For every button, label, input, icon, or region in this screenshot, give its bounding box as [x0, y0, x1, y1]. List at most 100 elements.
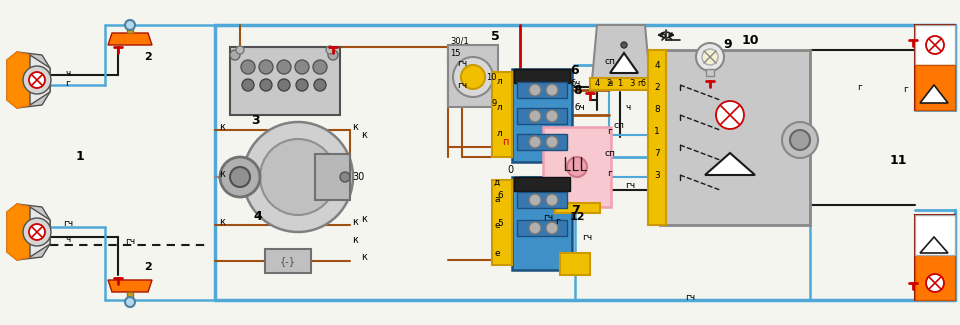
Bar: [514, 69, 570, 83]
Text: 4: 4: [654, 60, 660, 70]
Text: л: л: [497, 77, 503, 86]
Circle shape: [260, 79, 272, 91]
Circle shape: [220, 157, 260, 197]
Circle shape: [326, 46, 334, 54]
Circle shape: [125, 20, 135, 30]
Text: 0: 0: [507, 165, 513, 175]
Text: сп: сп: [614, 121, 625, 129]
Text: 9: 9: [492, 98, 497, 108]
Circle shape: [259, 60, 273, 74]
Text: 30/1: 30/1: [450, 36, 468, 46]
Text: 6: 6: [570, 63, 579, 76]
Circle shape: [241, 60, 255, 74]
Circle shape: [23, 66, 51, 94]
Text: 4: 4: [253, 211, 262, 224]
Bar: [127, 25, 133, 33]
Circle shape: [295, 60, 309, 74]
Circle shape: [621, 42, 627, 48]
Text: 2: 2: [144, 52, 152, 62]
Circle shape: [328, 50, 338, 60]
Text: {-}: {-}: [280, 256, 296, 266]
Circle shape: [29, 72, 45, 88]
Text: 3: 3: [251, 113, 259, 126]
Bar: [512, 177, 572, 270]
Text: 5: 5: [497, 218, 503, 227]
Circle shape: [23, 218, 51, 246]
Text: г: г: [903, 85, 908, 95]
Bar: [915, 25, 955, 65]
Circle shape: [529, 84, 541, 96]
Text: к: к: [352, 122, 358, 132]
Polygon shape: [108, 33, 152, 45]
Circle shape: [277, 60, 291, 74]
Text: ч: ч: [65, 69, 71, 77]
Text: 15: 15: [450, 48, 461, 58]
Circle shape: [529, 136, 541, 148]
Text: 11: 11: [890, 153, 907, 166]
Text: 2: 2: [654, 83, 660, 92]
Bar: [517, 134, 567, 150]
Polygon shape: [592, 25, 650, 80]
Text: е: е: [494, 220, 500, 229]
Circle shape: [790, 130, 810, 150]
Circle shape: [529, 110, 541, 122]
Text: 30: 30: [352, 172, 364, 182]
Text: 10: 10: [741, 33, 758, 46]
Bar: [517, 108, 567, 124]
Text: е: е: [494, 249, 500, 257]
Text: ч: ч: [625, 102, 631, 111]
Circle shape: [782, 122, 818, 158]
Circle shape: [546, 110, 558, 122]
Circle shape: [260, 139, 336, 215]
Text: 1: 1: [654, 126, 660, 136]
Bar: [560, 253, 590, 275]
Text: 9: 9: [724, 38, 732, 51]
Polygon shape: [7, 52, 50, 108]
Bar: [315, 154, 350, 200]
Circle shape: [546, 194, 558, 206]
Circle shape: [125, 297, 135, 307]
Text: 1: 1: [617, 80, 623, 88]
Text: 8: 8: [654, 105, 660, 113]
Text: 3: 3: [654, 171, 660, 179]
Bar: [555, 203, 600, 213]
Text: гч: гч: [125, 237, 135, 245]
Circle shape: [529, 194, 541, 206]
Circle shape: [296, 79, 308, 91]
Polygon shape: [705, 153, 755, 175]
Bar: [492, 72, 512, 157]
Polygon shape: [30, 207, 50, 257]
Bar: [915, 255, 955, 300]
Circle shape: [236, 46, 244, 54]
Text: гч: гч: [457, 58, 468, 68]
Text: г: г: [857, 83, 862, 92]
Circle shape: [546, 222, 558, 234]
Bar: [660, 50, 810, 225]
Text: сп: сп: [605, 57, 615, 66]
Circle shape: [243, 122, 353, 232]
Bar: [448, 45, 498, 107]
Text: ч: ч: [608, 79, 612, 87]
Bar: [915, 215, 955, 255]
Circle shape: [926, 36, 944, 54]
Circle shape: [340, 172, 350, 182]
Bar: [915, 25, 955, 110]
Circle shape: [29, 224, 45, 240]
Circle shape: [716, 101, 744, 129]
Text: ч: ч: [65, 235, 71, 243]
Text: к: к: [361, 252, 367, 262]
Text: д: д: [493, 177, 500, 187]
Circle shape: [314, 79, 326, 91]
Text: к: к: [219, 169, 225, 179]
Polygon shape: [30, 55, 50, 105]
Circle shape: [242, 79, 254, 91]
Bar: [492, 180, 512, 265]
Text: гч: гч: [63, 219, 73, 228]
Bar: [543, 127, 611, 207]
Bar: [590, 78, 652, 90]
Circle shape: [567, 157, 587, 177]
Bar: [915, 215, 955, 300]
Text: 3: 3: [630, 80, 635, 88]
Text: 12: 12: [569, 212, 585, 222]
Bar: [648, 50, 666, 225]
